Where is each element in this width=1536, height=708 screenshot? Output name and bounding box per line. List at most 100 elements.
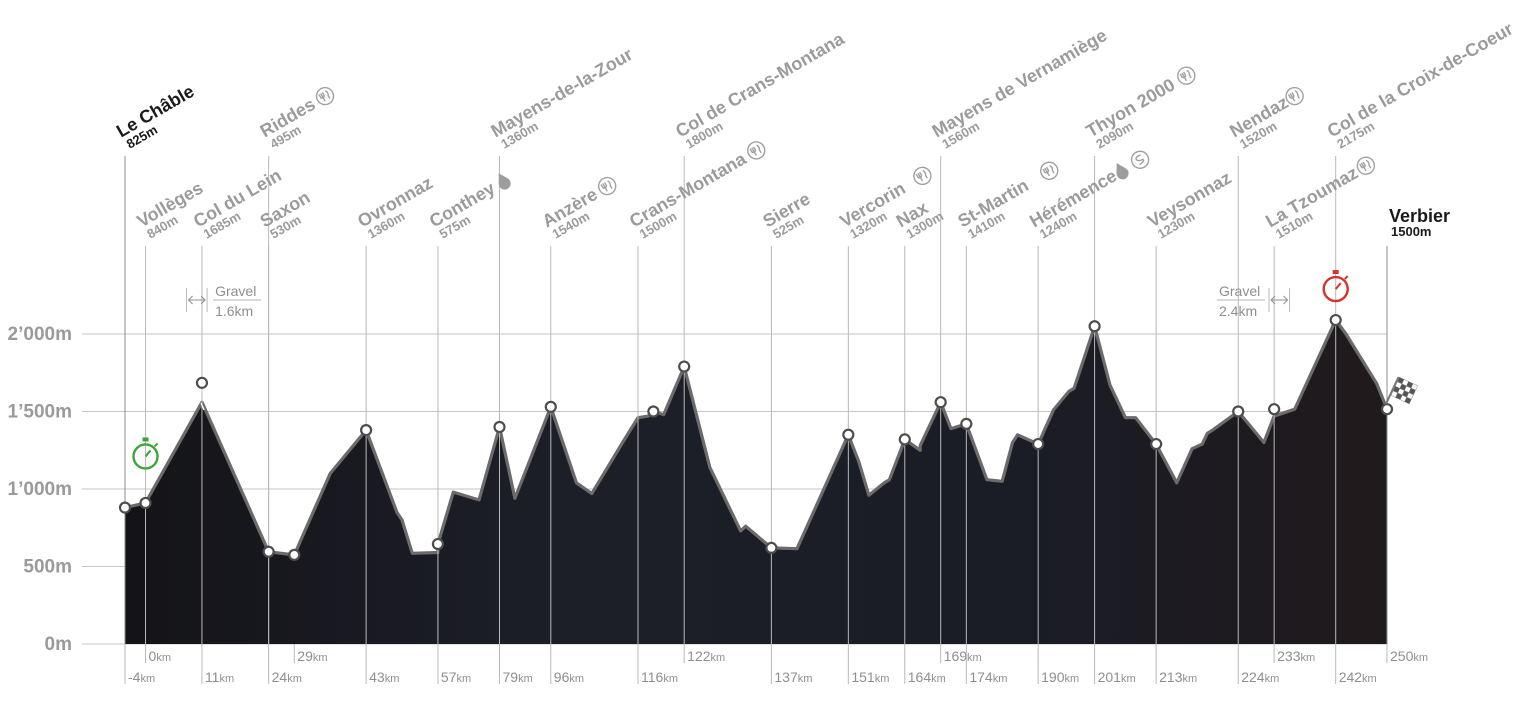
distance-label: 96km [554,669,584,685]
y-tick-label: 0m [45,634,72,655]
distance-unit: km [875,673,890,685]
finish-flag-pole [1385,376,1400,405]
elevation-marker [360,424,373,437]
gravel-hatch [1291,393,1297,402]
stopwatch-icon [1322,270,1349,303]
gravel-arrow [187,295,206,305]
food-icon [913,166,932,186]
service-icon-ring [1130,150,1150,169]
gravel-arrow [1270,295,1289,305]
distance-unit: km [569,673,584,685]
distance-unit: km [1265,673,1280,685]
distance-label: 57km [441,669,471,685]
distance-value: 24 [272,669,288,685]
distance-label: 164km [908,669,946,685]
distance-unit: km [1121,673,1136,685]
distance-label: 169km [944,648,982,664]
distance-value: 151 [851,669,875,685]
distance-value: 213 [1159,669,1183,685]
gravel-hatch [1288,396,1294,405]
elevation-marker [493,420,506,434]
food-icon [315,86,335,106]
gravel-hatch [200,402,205,411]
stopwatch-icon [132,437,159,470]
food-icon [1285,86,1304,106]
distance-label: 213km [1159,669,1197,685]
distance-value: 57 [441,669,457,685]
profile-outline [124,318,1389,557]
food-icon-ring [1040,161,1059,180]
elevation-marker [262,545,275,558]
distance-value: 169 [944,648,968,664]
distance-unit: km [798,673,813,685]
food-icon-ring [747,141,766,160]
food-icon [1356,156,1376,175]
stopwatch-icon-hand [144,449,152,458]
distance-value: 29 [297,648,313,664]
service-icon [1130,150,1150,169]
stopwatch-icon-crown [1332,270,1339,275]
distance-unit: km [313,652,328,664]
food-icon [747,141,766,160]
stopwatch-icon-crown [142,437,149,442]
distance-value: 164 [908,669,932,685]
food-icon-cutlery [1179,69,1192,82]
elevation-marker [960,417,973,430]
distance-label: 11km [205,669,234,685]
distance-label: 224km [1241,669,1279,685]
elevation-marker [1268,403,1281,416]
distance-unit: km [1065,673,1080,685]
distance-label: 29km [297,648,327,664]
gravel-hatch [209,393,214,402]
stopwatch-icon-ring [1322,275,1349,303]
elevation-marker [431,537,445,551]
stopwatch-icon-hand [1334,282,1342,290]
gravel-label: Gravel [1219,283,1260,299]
distance-label: 250km [1390,648,1428,664]
distance-unit: km [156,652,171,664]
distance-value: 174 [969,669,993,685]
elevation-marker [195,376,209,389]
food-icon-ring [597,176,617,196]
distance-unit: km [219,673,234,685]
distance-label: 190km [1041,669,1079,685]
distance-value: 233 [1277,648,1301,664]
distance-label: 0km [149,648,171,664]
y-tick-label: 500m [23,557,72,578]
water-icon-drop [498,173,511,190]
finish-flag-icon [1385,376,1418,405]
distance-value: 0 [149,648,157,664]
distance-label: 151km [851,669,889,685]
elevation-marker [1232,405,1245,418]
food-icon [597,176,617,196]
distance-unit: km [140,673,155,685]
distance-unit: km [385,673,400,685]
place-name: Col de la Croix-de-Coeur [1324,19,1517,142]
food-icon-cutlery [1359,159,1372,172]
distance-value: 242 [1339,669,1363,685]
place-name: Verbier [1389,206,1450,226]
elevation-marker [898,433,911,446]
distance-label: 137km [774,669,812,685]
distance-label: 116km [641,669,678,685]
elevation-marker [842,428,855,441]
distance-value: 137 [774,669,798,685]
distance-value: 190 [1041,669,1065,685]
elevation-marker [118,501,132,514]
place-name: Crans-Montana [626,148,750,231]
y-tick-label: 2’000m [8,324,72,345]
finish-flag-check [1404,396,1412,405]
